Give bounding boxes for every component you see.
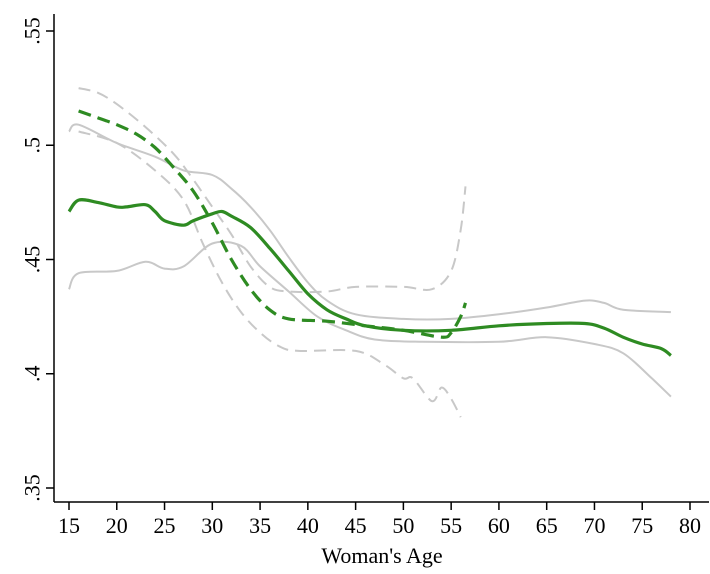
solid-confidence-band-line [68,123,671,321]
x-tick-label: 50 [392,513,414,538]
x-tick-label: 60 [488,513,510,538]
solid-confidence-band-line [68,240,672,398]
y-tick-label: .5 [20,137,45,154]
x-axis-title: Woman's Age [321,543,442,568]
x-tick-label: 15 [58,513,80,538]
dashed-confidence-band-line [78,130,462,418]
x-tick-label: 70 [583,513,605,538]
y-tick-label: .4 [20,366,45,383]
y-tick-label: .45 [20,246,45,274]
dashed-estimate-line [78,109,468,339]
x-tick-label: 75 [631,513,653,538]
y-axis-ticks: .35 .4 .45 .5 .55 [20,17,54,502]
x-tick-label: 25 [154,513,176,538]
x-tick-label: 20 [106,513,128,538]
x-tick-label: 40 [297,513,319,538]
x-tick-label: 55 [440,513,462,538]
x-tick-label: 30 [201,513,223,538]
x-tick-label: 65 [536,513,558,538]
y-tick-label: .35 [20,474,45,502]
x-axis-ticks: 15 20 25 30 35 40 45 50 55 60 65 70 75 80 [58,502,701,538]
x-tick-label: 35 [249,513,271,538]
x-tick-label: 45 [345,513,367,538]
series-lines [67,87,672,418]
x-tick-label: 80 [679,513,701,538]
solid-estimate-line [67,198,672,357]
y-tick-label: .55 [20,17,45,45]
dashed-confidence-band-line [78,87,467,294]
